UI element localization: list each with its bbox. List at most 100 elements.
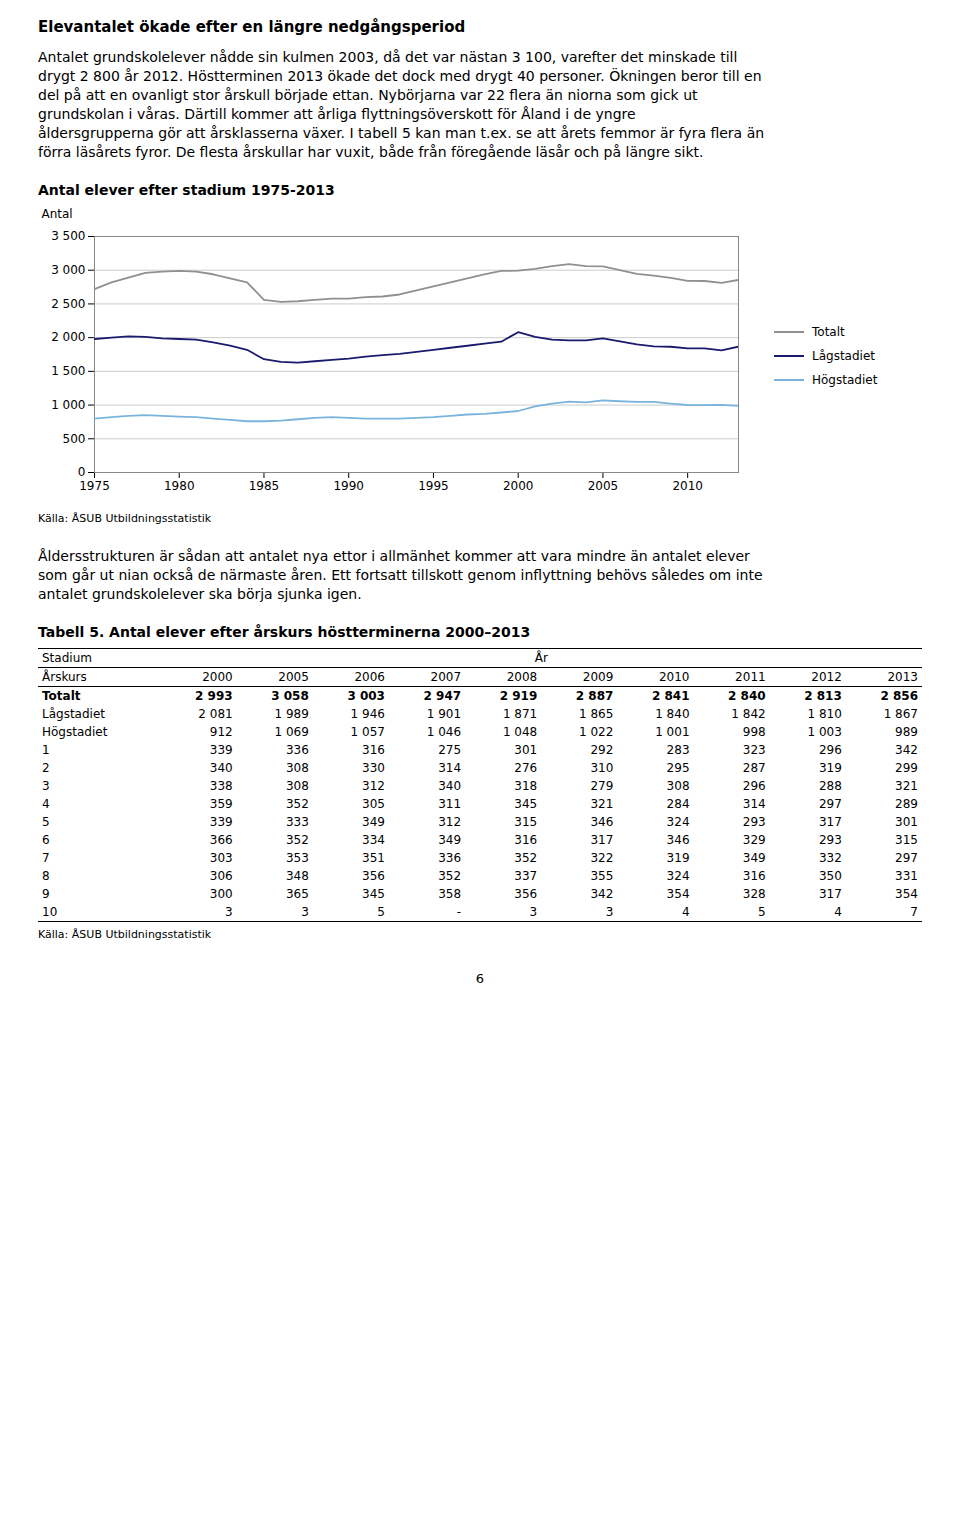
html-text:316: 316 [362,743,385,757]
html-text:1 001: 1 001 [655,725,690,739]
html-text:Årskurs: Årskurs [42,670,87,684]
html-text:2 919: 2 919 [499,689,538,703]
html-text:Antalet grundskolelever nådde: Antalet grundskolelever nådde sin kulmen… [38,49,738,65]
html-text:2 887: 2 887 [575,689,614,703]
html-text:Lågstadiet: Lågstadiet [42,707,105,721]
html-text:1 840: 1 840 [655,707,690,721]
html-text:antalet grundskolelever ska bö: antalet grundskolelever ska börja sjunka… [38,586,362,602]
html-text:287: 287 [742,761,766,775]
html-text:275: 275 [438,743,462,757]
html-text:276: 276 [514,761,538,775]
html-text:1 865: 1 865 [579,707,614,721]
svg-text:1 500: 1 500 [51,364,85,378]
html-text:2 841: 2 841 [651,689,690,703]
html-text:1 946: 1 946 [350,707,385,721]
svg-text:1990: 1990 [333,479,364,493]
svg-text:2 500: 2 500 [51,297,85,311]
html-text:Antal elever efter stadium 197: Antal elever efter stadium 1975-2013 [38,182,335,198]
html-text:292: 292 [590,743,614,757]
html-text:1 003: 1 003 [807,725,842,739]
html-text:989: 989 [895,725,918,739]
html-text:1 046: 1 046 [426,725,462,739]
html-text:1 842: 1 842 [731,707,766,721]
html-text:drygt 2 800 år 2012. Hösttermi: drygt 2 800 år 2012. Höstterminen 2013 ö… [38,68,762,84]
html-text:323: 323 [742,743,766,757]
html-text:308: 308 [285,761,309,775]
html-text:283: 283 [666,743,690,757]
html-text:1 989: 1 989 [274,707,309,721]
html-text:2 081: 2 081 [198,707,233,721]
svg-text:1 000: 1 000 [51,398,85,412]
html-text:296: 296 [818,743,842,757]
html-text:Högstadiet: Högstadiet [42,725,108,739]
html-text:2007: 2007 [430,670,462,684]
html-text:1 057: 1 057 [350,725,385,739]
html-text:2008: 2008 [506,670,538,684]
html-text:310: 310 [590,761,614,775]
html-text:Åldersstrukturen är sådan att: Åldersstrukturen är sådan att antalet ny… [38,548,750,564]
html-text:1 810: 1 810 [807,707,842,721]
html-text:2 993: 2 993 [195,689,233,703]
svg-text:1985: 1985 [249,479,280,493]
svg-text:2005: 2005 [588,479,619,493]
html-text:Totalt: Totalt [812,325,845,339]
html-text:2010: 2010 [659,670,690,684]
html-text:1 871: 1 871 [502,707,538,721]
html-text:308: 308 [285,779,309,793]
html-text:2 813: 2 813 [804,689,842,703]
svg-text:3 000: 3 000 [51,263,85,277]
html-text:som går ut nian också de närma: som går ut nian också de närmaste åren. … [38,567,763,583]
html-text:2 840: 2 840 [728,689,766,703]
html-text:330: 330 [362,761,385,775]
html-text:1 901: 1 901 [426,707,462,721]
svg-text:1995: 1995 [418,479,449,493]
html-text:339: 339 [209,743,233,757]
html-text:Högstadiet: Högstadiet [812,373,878,387]
html-text:912: 912 [209,725,233,739]
html-text:Elevantalet ökade efter en län: Elevantalet ökade efter en längre nedgån… [38,18,466,36]
html-text:2013: 2013 [887,670,918,684]
html-text:grundskolan i våras. Därtill k: grundskolan i våras. Därtill kommer att … [38,106,636,122]
html-text:301: 301 [514,743,538,757]
html-text:2 947: 2 947 [423,689,462,703]
html-text:2000: 2000 [202,670,233,684]
html-text:Stadium: Stadium [42,651,92,665]
html-text:1 069: 1 069 [274,725,309,739]
html-text:År: År [534,651,548,665]
svg-text:500: 500 [63,432,86,446]
html-text:2011: 2011 [735,670,766,684]
html-text:1 867: 1 867 [883,707,918,721]
html-text:1 048: 1 048 [502,725,538,739]
html-text:299: 299 [895,761,918,775]
html-text:2006: 2006 [354,670,385,684]
svg-text:2010: 2010 [672,479,703,493]
svg-text:1980: 1980 [164,479,195,493]
html-text:1 022: 1 022 [579,725,614,739]
html-text:2 856: 2 856 [880,689,918,703]
html-text:338: 338 [209,779,233,793]
html-text:998: 998 [742,725,766,739]
html-text:Totalt: Totalt [42,689,81,703]
html-text:342: 342 [895,743,918,757]
svg-text:2 000: 2 000 [51,330,85,344]
html-text:förra läsårets fyror. De flest: förra läsårets fyror. De flesta årskulla… [38,144,704,160]
html-text:2005: 2005 [278,670,309,684]
html-text:314: 314 [438,761,462,775]
svg-text:1975: 1975 [79,479,110,493]
html-text:340: 340 [209,761,233,775]
html-text:2009: 2009 [582,670,614,684]
svg-text:3 500: 3 500 [51,229,85,243]
html-text:Lågstadiet: Lågstadiet [812,349,875,363]
html-text:2012: 2012 [811,670,842,684]
svg-text:2000: 2000 [503,479,534,493]
html-text:295: 295 [666,761,690,775]
html-text:Tabell 5. Antal elever efter å: Tabell 5. Antal elever efter årskurs hös… [38,624,531,640]
svg-text:0: 0 [78,465,86,479]
html-text:3 058: 3 058 [271,689,309,703]
html-text:åldersgrupperna gör att årskla: åldersgrupperna gör att årsklasserna väx… [38,125,765,141]
html-text:336: 336 [285,743,309,757]
html-text:319: 319 [818,761,842,775]
html-text:del på att en ovanligt stor år: del på att en ovanligt stor årskull börj… [38,87,698,103]
html-text:3 003: 3 003 [347,689,385,703]
svg-text:Antal: Antal [42,207,73,221]
